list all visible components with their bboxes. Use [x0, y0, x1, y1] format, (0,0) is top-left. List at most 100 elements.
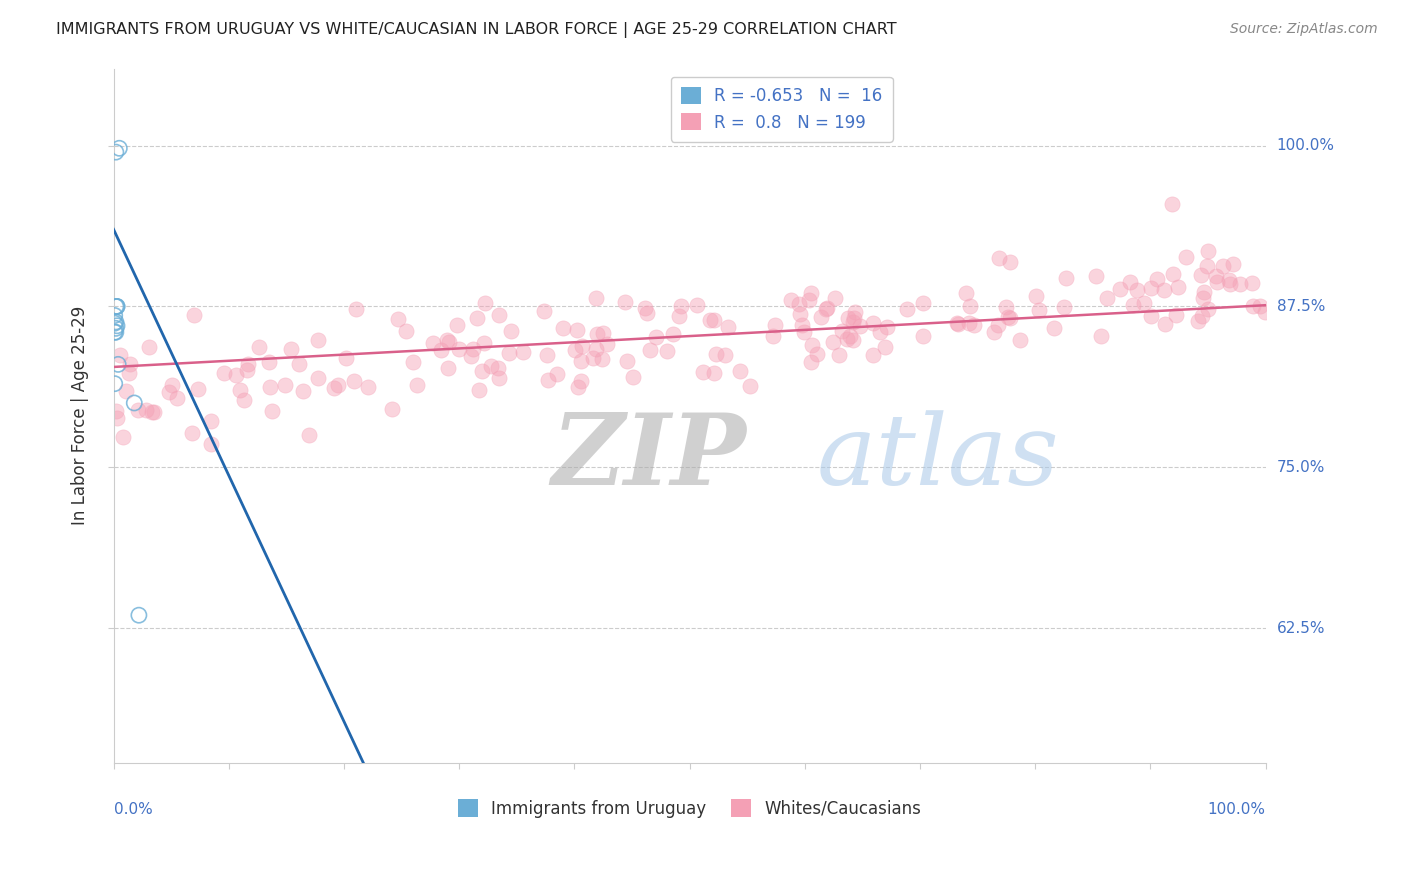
Point [875, 340, 897, 354]
Point [225, 368, 247, 383]
Point [292, 384, 315, 398]
Point [686, 297, 709, 311]
Point [585, 326, 607, 341]
Point [790, 318, 813, 333]
Point [104, 315, 127, 329]
Point [479, 359, 502, 374]
Point [260, 403, 283, 417]
Point [533, 304, 555, 318]
Point [486, 360, 509, 375]
Point [844, 305, 866, 319]
Point [422, 336, 444, 351]
Point [1197, 301, 1219, 316]
Point [498, 346, 520, 360]
Point [104, 325, 127, 339]
Point [104, 145, 127, 160]
Point [1222, 258, 1244, 272]
Point [1095, 291, 1118, 305]
Point [569, 374, 592, 388]
Point [728, 363, 751, 377]
Text: Source: ZipAtlas.com: Source: ZipAtlas.com [1230, 22, 1378, 37]
Point [512, 345, 534, 359]
Point [474, 335, 496, 350]
Point [1249, 299, 1271, 313]
Point [946, 317, 969, 331]
Point [862, 348, 884, 362]
Point [1240, 276, 1263, 290]
Point [499, 324, 522, 338]
Point [837, 311, 859, 326]
Point [762, 329, 785, 343]
Point [810, 310, 832, 324]
Point [1189, 268, 1212, 282]
Point [692, 365, 714, 379]
Point [200, 413, 222, 427]
Point [567, 323, 589, 337]
Point [247, 340, 270, 354]
Point [567, 380, 589, 394]
Point [1205, 275, 1227, 289]
Point [537, 373, 560, 387]
Point [655, 343, 678, 358]
Point [671, 299, 693, 313]
Point [1187, 314, 1209, 328]
Point [1205, 268, 1227, 283]
Point [1161, 197, 1184, 211]
Point [815, 301, 838, 316]
Point [1164, 308, 1187, 322]
Point [1218, 273, 1240, 287]
Point [703, 366, 725, 380]
Point [488, 308, 510, 322]
Point [738, 378, 761, 392]
Point [287, 357, 309, 371]
Text: atlas: atlas [817, 409, 1059, 505]
Point [636, 306, 658, 320]
Point [616, 353, 638, 368]
Point [474, 296, 496, 310]
Point [395, 324, 418, 338]
Point [436, 333, 458, 347]
Point [824, 291, 846, 305]
Point [797, 293, 820, 308]
Point [1191, 309, 1213, 323]
Point [1153, 283, 1175, 297]
Point [1212, 260, 1234, 274]
Point [183, 308, 205, 322]
Point [120, 357, 142, 371]
Point [536, 348, 558, 362]
Point [703, 313, 725, 327]
Text: 0.0%: 0.0% [114, 802, 152, 817]
Point [104, 376, 127, 391]
Point [471, 364, 494, 378]
Point [105, 404, 128, 418]
Point [467, 383, 489, 397]
Point [844, 311, 866, 326]
Point [110, 348, 132, 362]
Point [233, 393, 256, 408]
Point [1025, 289, 1047, 303]
Point [1122, 298, 1144, 312]
Point [104, 309, 127, 323]
Point [357, 379, 380, 393]
Point [104, 325, 127, 339]
Point [800, 337, 823, 351]
Point [111, 430, 134, 444]
Point [180, 425, 202, 440]
Point [763, 318, 786, 332]
Point [200, 436, 222, 450]
Point [307, 371, 329, 385]
Point [814, 301, 837, 316]
Point [699, 312, 721, 326]
Y-axis label: In Labor Force | Age 25-29: In Labor Force | Age 25-29 [72, 306, 89, 525]
Point [465, 310, 488, 325]
Point [104, 321, 127, 335]
Point [800, 355, 823, 369]
Point [1109, 281, 1132, 295]
Point [800, 285, 823, 300]
Point [957, 316, 980, 330]
Point [259, 380, 281, 394]
Point [187, 382, 209, 396]
Point [105, 318, 128, 333]
Point [1053, 301, 1076, 315]
Point [105, 300, 128, 314]
